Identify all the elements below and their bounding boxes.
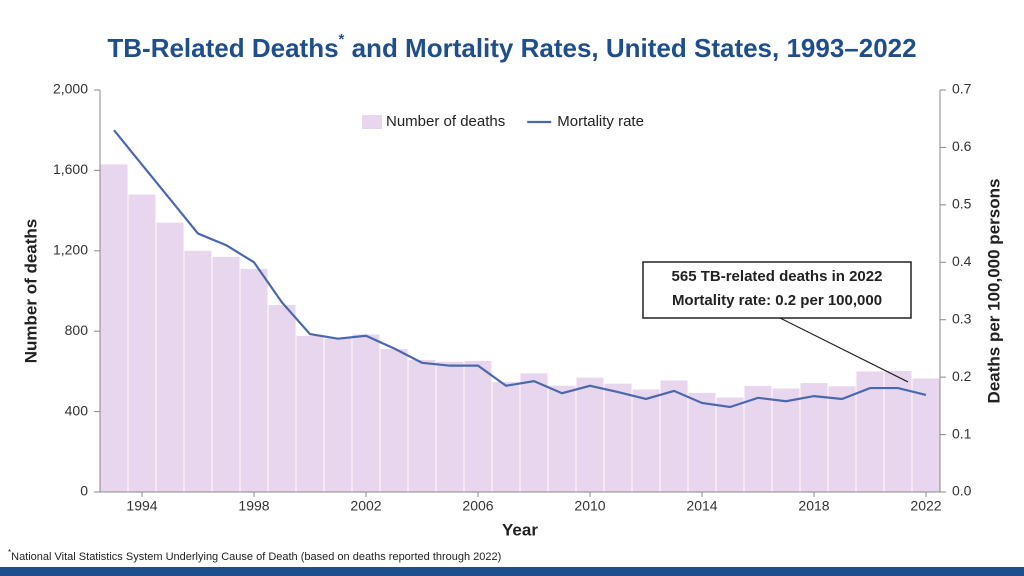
bar [492,382,520,492]
bar [772,388,800,492]
line [113,129,927,409]
annotation-box [642,261,912,319]
bar [912,378,940,492]
bar [128,194,156,492]
y-tick-label: 2,000 [53,81,88,97]
bar [240,268,268,492]
bar [324,338,352,492]
x-axis-title: Year [502,520,538,539]
bar [660,380,688,492]
bar [548,385,576,492]
legend-swatch [362,115,382,129]
y2-tick-label: 0.6 [952,138,972,154]
x-tick-label: 2014 [686,498,717,514]
y2-axis-title: Deaths per 100,000 persons [984,179,1003,404]
x-tick-label: 2018 [798,498,829,514]
y-tick-label: 400 [65,402,89,418]
bar [576,377,604,492]
y-tick-label: 1,600 [53,161,88,177]
title-mark: * [339,31,345,48]
bar [744,385,772,492]
y-axis-title: Number of deaths [21,219,40,364]
y-tick-label: 800 [65,322,89,338]
bar [184,250,212,492]
bar [436,361,464,492]
chart-title: TB-Related Deaths* and Mortality Rates, … [107,31,916,63]
bar [352,334,380,492]
bar [688,392,716,492]
bar [212,256,240,492]
y2-tick-label: 0.2 [952,368,972,384]
x-tick-label: 2002 [350,498,381,514]
bar [156,222,184,492]
bar [380,349,408,492]
bar [100,164,128,492]
bar [800,383,828,492]
footnote-mark: * [8,548,11,557]
bar [520,373,548,492]
y2-tick-label: 0.0 [952,483,972,499]
footnote-text: National Vital Statistics System Underly… [11,551,501,563]
annotation-text: 565 TB-related deaths in 2022 [672,268,883,285]
y-tick-label: 1,200 [53,242,88,258]
x-tick-label: 2022 [910,498,941,514]
y-tick-label: 0 [80,483,88,499]
bar [408,359,436,492]
y2-tick-label: 0.7 [952,81,972,97]
y2-tick-label: 0.3 [952,310,972,326]
annotation-text: Mortality rate: 0.2 per 100,000 [672,292,882,309]
footer-bar [0,567,1024,576]
bar [604,383,632,492]
x-tick-label: 1998 [238,498,269,514]
legend-label: Number of deaths [386,113,505,130]
y2-tick-label: 0.4 [952,253,972,269]
bar [296,336,324,492]
footnote: *National Vital Statistics System Underl… [8,548,501,563]
title-rest: and Mortality Rates, United States, 1993… [344,33,916,63]
y2-tick-label: 0.1 [952,425,972,441]
bar [856,371,884,492]
bar [632,389,660,492]
y2-tick-label: 0.5 [952,196,972,212]
legend-label: Mortality rate [557,113,644,130]
x-tick-label: 2006 [462,498,493,514]
bar [716,397,744,492]
x-tick-label: 1994 [126,498,157,514]
bar [464,360,492,492]
bar [268,305,296,492]
x-tick-label: 2010 [574,498,605,514]
bar [828,386,856,492]
title-main: TB-Related Deaths [107,33,338,63]
annotation-arrow [779,317,909,383]
